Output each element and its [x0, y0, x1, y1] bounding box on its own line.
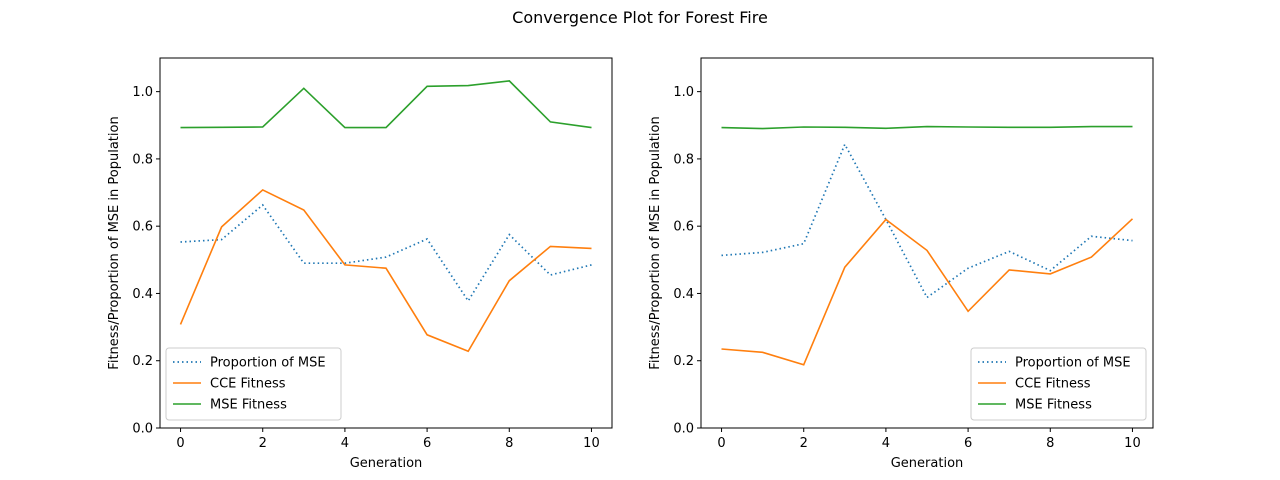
- x-axis-label: Generation: [891, 456, 964, 471]
- series-line-mse-fitness: [721, 125, 1133, 130]
- y-tick-label: 0.8: [132, 152, 153, 167]
- figure-title: Convergence Plot for Forest Fire: [512, 8, 768, 27]
- x-axis-label: Generation: [350, 456, 423, 471]
- x-tick-label: 4: [341, 436, 349, 451]
- series-line-proportion-of-mse: [180, 203, 592, 303]
- x-tick-label: 10: [1124, 436, 1141, 451]
- y-tick-label: 0.0: [673, 422, 694, 437]
- y-axis-ticks: 0.0 0.2 0.4 0.6 0.8 1.0: [132, 85, 160, 437]
- x-tick-label: 2: [800, 436, 808, 451]
- y-tick-label: 0.6: [132, 220, 153, 235]
- x-axis-ticks: 0 2 4 6 8 10: [717, 428, 1141, 451]
- legend-label: CCE Fitness: [1015, 377, 1091, 392]
- legend-frame: [970, 347, 1147, 421]
- series-line-proportion-of-mse: [721, 142, 1133, 299]
- series-line-mse-fitness: [180, 80, 592, 129]
- x-tick-label: 8: [1046, 436, 1054, 451]
- y-axis-label: Fitness/Proportion of MSE in Population: [107, 116, 122, 369]
- legend-frame: [165, 347, 342, 421]
- x-tick-label: 0: [176, 436, 184, 451]
- y-axis-label: Fitness/Proportion of MSE in Population: [648, 116, 663, 369]
- y-tick-label: 0.8: [673, 152, 694, 167]
- legend: Proportion of MSE CCE Fitness MSE Fitness: [970, 347, 1147, 421]
- legend-label: MSE Fitness: [1015, 398, 1092, 413]
- x-tick-label: 4: [882, 436, 890, 451]
- subplot-1: 0 2 4 6 8 10 0.0 0.2 0.4 0.6 0.8 1.0 Generation Fitne…: [107, 57, 613, 471]
- x-axis-ticks: 0 2 4 6 8 10: [176, 428, 600, 451]
- series-line-cce-fitness: [179, 188, 592, 353]
- x-tick-label: 0: [717, 436, 725, 451]
- x-tick-label: 6: [423, 436, 431, 451]
- x-tick-label: 8: [505, 436, 513, 451]
- y-tick-label: 1.0: [132, 85, 153, 100]
- x-tick-label: 10: [583, 436, 600, 451]
- subplots: 0 2 4 6 8 10 0.0 0.2 0.4 0.6 0.8 1.0 Generation Fitne…: [107, 57, 1154, 471]
- legend: Proportion of MSE CCE Fitness MSE Fitness: [165, 347, 342, 421]
- x-tick-label: 2: [259, 436, 267, 451]
- x-tick-label: 6: [964, 436, 972, 451]
- subplot-2: 0 2 4 6 8 10 0.0 0.2 0.4 0.6 0.8 1.0 Generation Fitne…: [648, 57, 1154, 471]
- series-line-cce-fitness: [721, 218, 1134, 366]
- series-lines: [721, 125, 1134, 366]
- series-lines: [179, 80, 592, 353]
- legend-label: CCE Fitness: [210, 377, 286, 392]
- y-tick-label: 0.0: [132, 422, 153, 437]
- y-tick-label: 0.2: [673, 354, 694, 369]
- legend-label: Proportion of MSE: [210, 356, 326, 371]
- y-tick-label: 0.2: [132, 354, 153, 369]
- axes-frame: [700, 57, 1154, 429]
- y-tick-label: 0.4: [673, 287, 694, 302]
- y-tick-label: 0.6: [673, 220, 694, 235]
- legend-label: Proportion of MSE: [1015, 356, 1131, 371]
- y-tick-label: 0.4: [132, 287, 153, 302]
- axes-frame: [159, 57, 613, 429]
- y-tick-label: 1.0: [673, 85, 694, 100]
- y-axis-ticks: 0.0 0.2 0.4 0.6 0.8 1.0: [673, 85, 701, 437]
- legend-label: MSE Fitness: [210, 398, 287, 413]
